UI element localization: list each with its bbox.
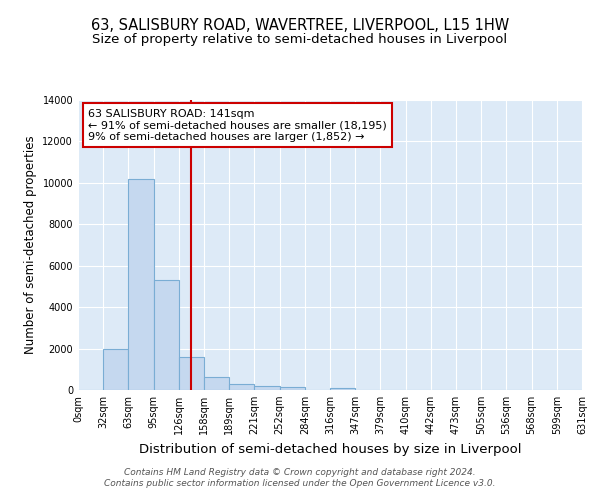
Bar [128,178,154,390]
Text: 63 SALISBURY ROAD: 141sqm
← 91% of semi-detached houses are smaller (18,195)
9% : 63 SALISBURY ROAD: 141sqm ← 91% of semi-… [88,108,387,142]
Bar [103,348,128,390]
Bar [280,388,305,390]
Text: Contains HM Land Registry data © Crown copyright and database right 2024.
Contai: Contains HM Land Registry data © Crown c… [104,468,496,487]
Bar [204,376,229,390]
Text: Size of property relative to semi-detached houses in Liverpool: Size of property relative to semi-detach… [92,34,508,46]
Y-axis label: Number of semi-detached properties: Number of semi-detached properties [24,136,37,354]
X-axis label: Distribution of semi-detached houses by size in Liverpool: Distribution of semi-detached houses by … [139,442,521,456]
Bar [179,357,204,390]
Bar [229,384,254,390]
Text: 63, SALISBURY ROAD, WAVERTREE, LIVERPOOL, L15 1HW: 63, SALISBURY ROAD, WAVERTREE, LIVERPOOL… [91,18,509,32]
Bar [254,386,280,390]
Bar [330,388,355,390]
Bar [154,280,179,390]
